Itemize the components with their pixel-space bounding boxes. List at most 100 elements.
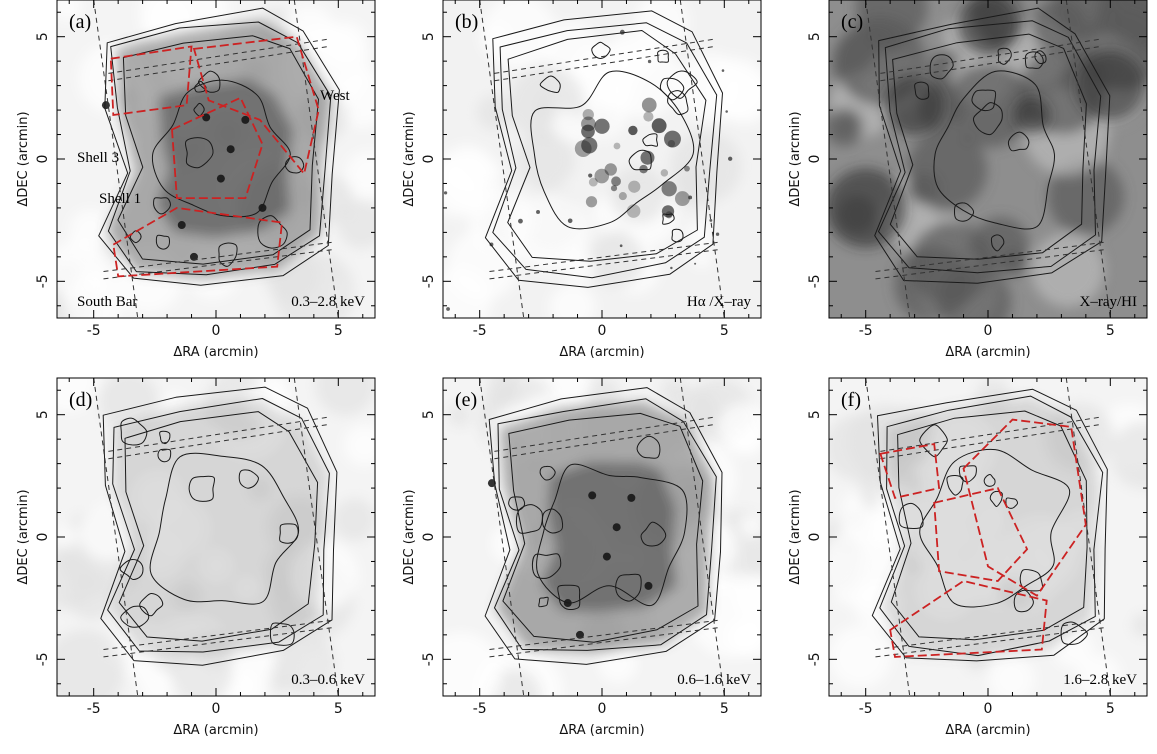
y-axis-label: ΔDEC (arcmin) — [402, 111, 417, 206]
y-tick-label: 0 — [807, 155, 823, 164]
y-axis-label: ΔDEC (arcmin) — [16, 111, 31, 206]
panel-letter: (e) — [455, 389, 477, 411]
field-boundary — [93, 0, 339, 318]
x-axis-label: ΔRA (arcmin) — [173, 345, 258, 360]
y-tick-label: 5 — [35, 32, 51, 41]
field-boundary — [93, 378, 339, 696]
x-axis-label: ΔRA (arcmin) — [945, 345, 1030, 360]
x-tick-label: -5 — [473, 701, 487, 717]
point-sources — [487, 479, 653, 639]
band-label: 0.6–1.6 keV — [677, 672, 751, 688]
y-tick-label: 5 — [421, 32, 437, 41]
y-tick-label: -5 — [421, 274, 437, 288]
x-tick-label: 5 — [1106, 323, 1115, 339]
image-area — [443, 0, 761, 318]
diffuse-emission — [880, 397, 1098, 658]
x-tick-label: -5 — [473, 323, 487, 339]
annotation-label: West — [320, 88, 350, 104]
panel-letter: (c) — [841, 11, 863, 33]
x-axis-label: ΔRA (arcmin) — [559, 345, 644, 360]
x-tick-label: 0 — [598, 701, 607, 717]
tick-marks — [443, 378, 761, 696]
x-tick-label: 0 — [212, 323, 221, 339]
x-axis-label: ΔRA (arcmin) — [945, 723, 1030, 738]
x-tick-label: 5 — [334, 701, 343, 717]
image-area — [829, 0, 1147, 318]
band-label: 0.3–0.6 keV — [291, 672, 365, 688]
y-tick-label: 0 — [807, 533, 823, 542]
panel-letter: (b) — [455, 11, 478, 33]
field-boundary — [479, 378, 725, 696]
image-area — [443, 378, 761, 696]
annotation-label: Shell 1 — [99, 191, 141, 207]
contour-lines — [871, 388, 1108, 662]
y-tick-label: -5 — [807, 652, 823, 666]
spectral-regions — [109, 35, 320, 278]
field-boundary — [479, 0, 725, 318]
x-tick-label: 0 — [984, 323, 993, 339]
contour-lines — [100, 386, 338, 666]
tick-marks — [443, 0, 761, 318]
y-tick-label: 5 — [807, 410, 823, 419]
x-tick-label: 0 — [598, 323, 607, 339]
field-boundary — [865, 0, 1111, 318]
tick-marks — [829, 378, 1147, 696]
annotation-label: Shell 3 — [77, 150, 119, 166]
x-tick-label: 5 — [334, 323, 343, 339]
band-label: 0.3–2.8 keV — [291, 294, 365, 310]
x-tick-label: -5 — [87, 701, 101, 717]
image-area — [829, 378, 1147, 696]
x-tick-label: 0 — [212, 701, 221, 717]
panel-d: -5 0 5 -5 0 5 ΔRA (arcmin) ΔDEC (arcmin) (d) 0.3–… — [16, 377, 376, 738]
panel-c: -5 0 5 -5 0 5 ΔRA (arcmin) ΔDEC (arcmin) (c) X–ra… — [788, 0, 1148, 360]
y-tick-label: 0 — [421, 533, 437, 542]
y-tick-label: 5 — [807, 32, 823, 41]
x-tick-label: 5 — [1106, 701, 1115, 717]
y-tick-label: 5 — [421, 410, 437, 419]
y-tick-label: -5 — [807, 274, 823, 288]
diffuse-emission — [110, 399, 328, 656]
y-tick-label: 0 — [421, 155, 437, 164]
tick-marks — [57, 0, 375, 318]
panel-letter: (d) — [69, 389, 92, 411]
y-tick-label: -5 — [35, 274, 51, 288]
x-tick-label: -5 — [859, 323, 873, 339]
y-tick-label: 5 — [35, 410, 51, 419]
y-axis-label: ΔDEC (arcmin) — [788, 489, 803, 584]
image-area — [57, 378, 375, 696]
y-tick-label: -5 — [35, 652, 51, 666]
contour-lines — [98, 7, 340, 286]
panel-letter: (f) — [841, 389, 861, 411]
panel-b: -5 0 5 -5 0 5 ΔRA (arcmin) ΔDEC (arcmin) (b) Hα /… — [402, 0, 762, 360]
y-tick-label: -5 — [421, 652, 437, 666]
contour-lines — [484, 10, 723, 288]
y-axis-label: ΔDEC (arcmin) — [16, 489, 31, 584]
y-axis-label: ΔDEC (arcmin) — [788, 111, 803, 206]
image-area — [57, 0, 375, 318]
band-label: Hα /X–ray — [687, 294, 752, 310]
x-axis-label: ΔRA (arcmin) — [559, 723, 644, 738]
x-tick-label: -5 — [87, 323, 101, 339]
panel-f: -5 0 5 -5 0 5 ΔRA (arcmin) ΔDEC (arcmin) (f) 1.6–… — [788, 377, 1148, 738]
field-boundary — [865, 378, 1111, 696]
tick-marks — [829, 0, 1147, 318]
x-tick-label: -5 — [859, 701, 873, 717]
y-tick-label: 0 — [35, 155, 51, 164]
y-tick-label: 0 — [35, 533, 51, 542]
annotation-label: South Bar — [77, 294, 137, 310]
panel-a: -5 0 5 -5 0 5 ΔRA (arcmin) ΔDEC (arcmin) (a) 0.3–… — [16, 0, 376, 360]
contour-lines — [874, 7, 1111, 284]
x-tick-label: 5 — [720, 323, 729, 339]
panel-e: -5 0 5 -5 0 5 ΔRA (arcmin) ΔDEC (arcmin) (e) 0.6–… — [402, 377, 762, 738]
panel-letter: (a) — [69, 11, 91, 33]
halpha-filaments — [443, 29, 733, 311]
y-axis-label: ΔDEC (arcmin) — [402, 489, 417, 584]
contour-lines — [484, 387, 723, 665]
x-axis-label: ΔRA (arcmin) — [173, 723, 258, 738]
spectral-regions — [879, 418, 1087, 658]
x-tick-label: 5 — [720, 701, 729, 717]
tick-marks — [57, 378, 375, 696]
band-label: 1.6–2.8 keV — [1063, 672, 1137, 688]
band-label: X–ray/HI — [1080, 294, 1137, 310]
